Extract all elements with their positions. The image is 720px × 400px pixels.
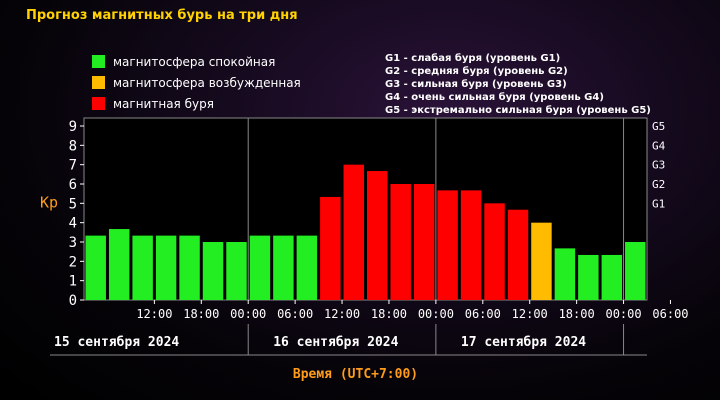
y-tick-label: 3 bbox=[69, 235, 77, 251]
bar bbox=[413, 184, 435, 300]
g-legend-g1: G1 - слабая буря (уровень G1) bbox=[385, 53, 561, 64]
x-tick-label: 12:00 bbox=[136, 307, 172, 321]
x-tick-label: 18:00 bbox=[371, 307, 407, 321]
legend-swatch-storm bbox=[92, 97, 105, 110]
legend-item-quiet: магнитосфера спокойная bbox=[92, 52, 301, 71]
bar bbox=[320, 196, 341, 300]
bar bbox=[343, 164, 364, 300]
right-axis-label: G2 bbox=[652, 178, 665, 191]
y-tick-label: 4 bbox=[69, 216, 77, 232]
legend-label-storm: магнитная буря bbox=[113, 96, 214, 111]
bar bbox=[390, 184, 411, 300]
plot-area bbox=[83, 117, 648, 301]
color-legend: магнитосфера спокойная магнитосфера возб… bbox=[92, 52, 301, 115]
y-tick-label: 9 bbox=[69, 119, 77, 135]
g-legend-g4: G4 - очень сильная буря (уровень G4) bbox=[385, 92, 604, 103]
x-axis-title: Время (UTC+7:00) bbox=[293, 367, 418, 382]
bar bbox=[437, 190, 458, 300]
right-axis-label: G1 bbox=[652, 197, 665, 210]
x-tick-label: 00:00 bbox=[418, 307, 454, 321]
y-tick-label: 1 bbox=[69, 274, 77, 290]
legend-swatch-quiet bbox=[92, 55, 105, 68]
y-tick-label: 6 bbox=[69, 177, 77, 193]
bar bbox=[460, 190, 482, 300]
bar bbox=[273, 235, 294, 300]
chart-title: Прогноз магнитных бурь на три дня bbox=[26, 8, 298, 23]
bar bbox=[554, 248, 576, 300]
legend-swatch-excited bbox=[92, 76, 105, 89]
x-tick-label: 18:00 bbox=[559, 307, 595, 321]
bar bbox=[202, 242, 224, 300]
x-tick-label: 06:00 bbox=[465, 307, 501, 321]
legend-label-excited: магнитосфера возбужденная bbox=[113, 75, 301, 90]
date-label: 16 сентября 2024 bbox=[273, 335, 398, 350]
x-tick-label: 18:00 bbox=[183, 307, 219, 321]
y-tick-label: 8 bbox=[69, 138, 77, 154]
bar bbox=[249, 235, 271, 300]
y-tick-label: 2 bbox=[69, 254, 77, 270]
g-legend-g2: G2 - средняя буря (уровень G2) bbox=[385, 66, 568, 77]
g-legend-g5: G5 - экстремально сильная буря (уровень … bbox=[385, 105, 651, 116]
bar bbox=[132, 235, 153, 300]
bar bbox=[507, 209, 529, 300]
x-tick-label: 06:00 bbox=[277, 307, 313, 321]
bar bbox=[484, 203, 505, 300]
x-tick-label: 00:00 bbox=[230, 307, 266, 321]
right-axis-label: G3 bbox=[652, 159, 665, 172]
y-tick-label: 5 bbox=[69, 196, 77, 212]
bar bbox=[226, 242, 247, 300]
legend-item-storm: магнитная буря bbox=[92, 94, 301, 113]
x-tick-label: 12:00 bbox=[324, 307, 360, 321]
legend-item-excited: магнитосфера возбужденная bbox=[92, 73, 301, 92]
x-tick-label: 12:00 bbox=[512, 307, 548, 321]
y-tick-label: 0 bbox=[69, 293, 77, 309]
y-axis-title: Kp bbox=[40, 193, 58, 211]
legend-label-quiet: магнитосфера спокойная bbox=[113, 54, 276, 69]
right-axis-label: G4 bbox=[652, 139, 666, 152]
bar bbox=[85, 235, 106, 300]
bar bbox=[601, 254, 623, 300]
bar bbox=[578, 254, 599, 300]
bar bbox=[296, 235, 318, 300]
right-axis-label: G5 bbox=[652, 120, 665, 133]
bar bbox=[367, 171, 388, 300]
x-tick-label: 00:00 bbox=[605, 307, 641, 321]
bar bbox=[531, 222, 552, 300]
g-legend-g3: G3 - сильная буря (уровень G3) bbox=[385, 79, 567, 90]
date-label: 15 сентября 2024 bbox=[54, 335, 179, 350]
y-tick-label: 7 bbox=[69, 158, 77, 174]
bar bbox=[625, 242, 646, 300]
bar bbox=[155, 235, 177, 300]
date-label: 17 сентября 2024 bbox=[461, 335, 586, 350]
bar bbox=[179, 235, 200, 300]
bar bbox=[108, 229, 130, 300]
x-tick-label: 06:00 bbox=[652, 307, 688, 321]
g-level-legend: G1 - слабая буря (уровень G1) G2 - средн… bbox=[385, 52, 651, 117]
